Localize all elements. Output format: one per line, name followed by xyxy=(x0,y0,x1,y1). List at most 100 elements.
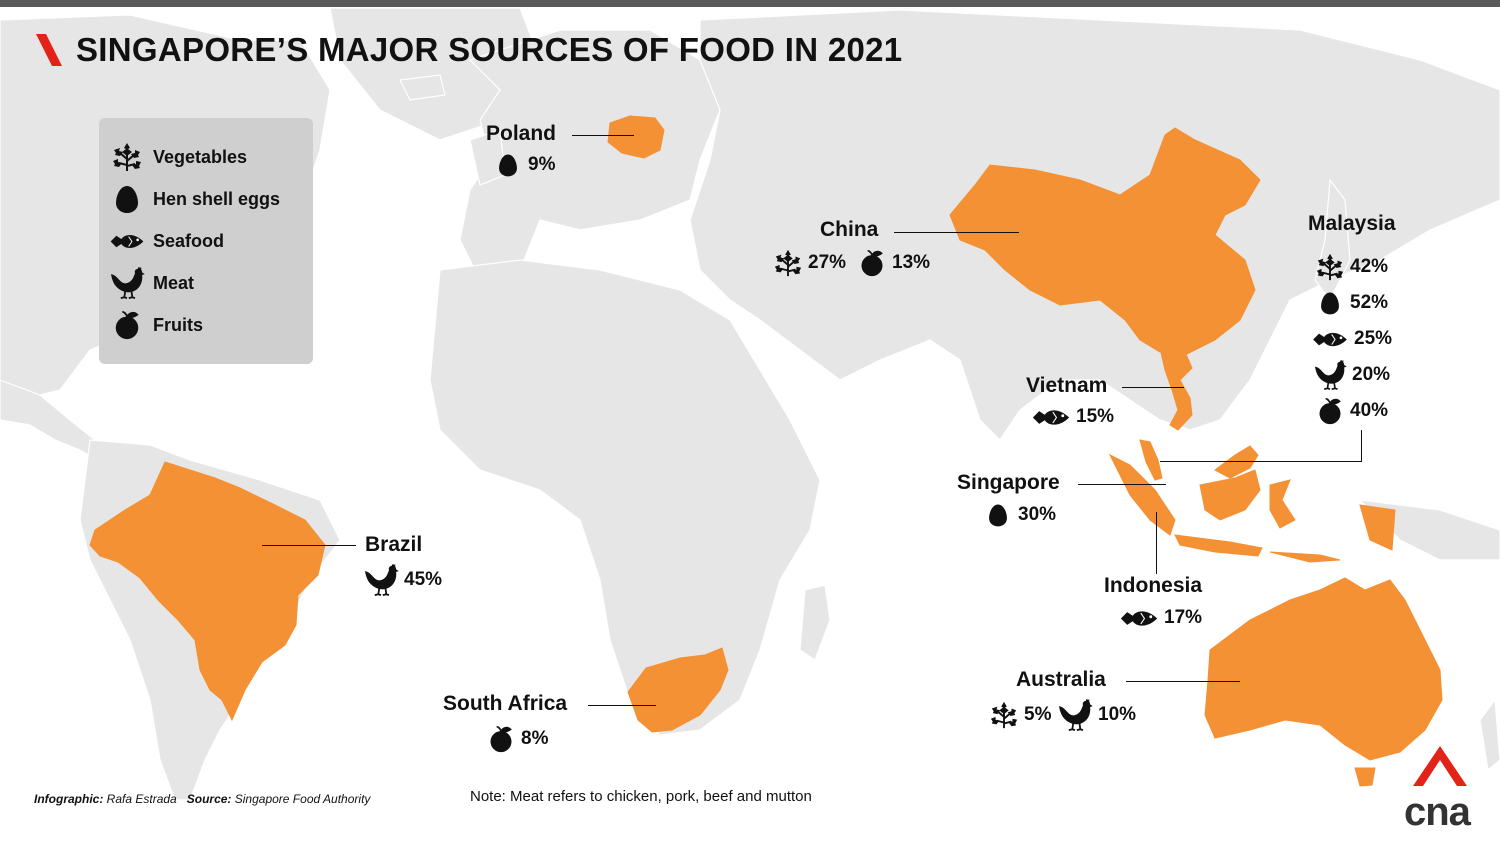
stat-value: 5% xyxy=(1024,704,1052,725)
vietnam-shape xyxy=(1159,347,1193,431)
cna-slash-icon xyxy=(36,34,62,66)
stat-malaysia-fruits: 40% xyxy=(1314,396,1388,426)
indonesia-papua-shape xyxy=(1359,504,1396,551)
label-brazil: Brazil xyxy=(365,533,423,556)
poland-shape xyxy=(607,115,665,159)
vegetables-icon xyxy=(1314,252,1346,282)
fruit-icon xyxy=(485,724,517,754)
china-shape xyxy=(949,127,1261,356)
stat-value: 13% xyxy=(892,252,931,273)
legend-item-vegetables: Vegetables xyxy=(109,140,247,174)
stat-south-africa-fruits: 8% xyxy=(485,724,548,754)
australia-shape xyxy=(1204,577,1443,761)
stat-value: 10% xyxy=(1098,704,1137,725)
stat-value: 40% xyxy=(1350,400,1389,421)
label-malaysia: Malaysia xyxy=(1308,212,1396,235)
label-vietnam: Vietnam xyxy=(1026,374,1108,397)
fruit-icon xyxy=(109,308,145,342)
label-south-africa: South Africa xyxy=(443,692,568,715)
stat-singapore-eggs: 30% xyxy=(982,500,1056,530)
chicken-icon xyxy=(1312,360,1348,390)
fish-icon xyxy=(1030,402,1072,432)
highlighted-countries xyxy=(89,115,1443,787)
egg-icon xyxy=(109,182,145,216)
vegetables-icon xyxy=(988,700,1020,730)
fish-icon xyxy=(1310,324,1350,354)
stat-value: 25% xyxy=(1354,328,1393,349)
indonesia-java-shape xyxy=(1174,534,1263,557)
legend-label: Hen shell eggs xyxy=(153,188,281,209)
leader-line-poland xyxy=(572,135,634,136)
chicken-icon xyxy=(1056,700,1094,730)
leader-line-south-africa xyxy=(588,705,656,706)
stat-value: 17% xyxy=(1164,607,1203,628)
fish-icon xyxy=(1118,603,1160,633)
label-poland: Poland xyxy=(486,122,557,145)
egg-icon xyxy=(982,500,1014,530)
brazil-shape xyxy=(89,461,326,722)
fish-icon xyxy=(109,224,145,258)
leader-line-malaysia xyxy=(1160,461,1362,462)
stat-malaysia-meat: 20% xyxy=(1312,360,1390,390)
chicken-icon xyxy=(362,565,400,595)
stat-poland-eggs: 9% xyxy=(492,150,555,180)
legend-label: Fruits xyxy=(153,314,204,335)
stat-value: 42% xyxy=(1350,256,1389,277)
legend-item-seafood: Seafood xyxy=(109,224,224,258)
page-title: SINGAPORE’S MAJOR SOURCES OF FOOD IN 202… xyxy=(76,31,903,68)
egg-icon xyxy=(492,150,524,180)
stat-value: 9% xyxy=(528,154,556,175)
leader-line-singapore xyxy=(1078,484,1166,485)
stat-indonesia-seafood: 17% xyxy=(1118,603,1202,633)
label-china: China xyxy=(820,218,879,241)
stat-australia-meat: 10% xyxy=(1056,700,1136,730)
south-africa-shape xyxy=(627,647,729,733)
title-block: SINGAPORE’S MAJOR SOURCES OF FOOD IN 202… xyxy=(36,30,902,70)
footnote: Note: Meat refers to chicken, pork, beef… xyxy=(470,788,812,805)
stat-value: 15% xyxy=(1076,406,1115,427)
legend-item-meat: Meat xyxy=(109,266,194,300)
tasmania-shape xyxy=(1354,767,1376,787)
legend-label: Seafood xyxy=(153,230,225,251)
leader-line-vietnam xyxy=(1122,387,1184,388)
label-singapore: Singapore xyxy=(957,471,1060,494)
legend-item-fruits: Fruits xyxy=(109,308,203,342)
stat-malaysia-vegetables: 42% xyxy=(1314,252,1388,282)
source-value: Singapore Food Authority xyxy=(234,792,371,806)
leader-line-australia xyxy=(1126,681,1240,682)
indonesia-borneo-shape xyxy=(1199,469,1261,521)
stat-value: 52% xyxy=(1350,292,1389,313)
stat-australia-vegetables: 5% xyxy=(988,700,1051,730)
stat-malaysia-seafood: 25% xyxy=(1310,324,1392,354)
stat-value: 27% xyxy=(808,252,847,273)
stat-value: 8% xyxy=(521,728,549,749)
indonesia-sulawesi-shape xyxy=(1269,479,1296,529)
stat-china-fruits: 13% xyxy=(856,248,930,278)
cna-logo-text: cna xyxy=(1404,790,1471,834)
label-indonesia: Indonesia xyxy=(1104,574,1203,597)
cna-logo-icon xyxy=(1413,746,1467,786)
chicken-icon xyxy=(109,266,145,300)
vegetables-icon xyxy=(109,140,145,174)
malaysia-shape xyxy=(1139,439,1163,481)
leader-line-indonesia xyxy=(1156,512,1157,574)
egg-icon xyxy=(1314,288,1346,318)
stat-value: 30% xyxy=(1018,504,1057,525)
credit-label: Infographic: xyxy=(34,792,104,806)
source-label: Source: xyxy=(186,792,232,806)
vegetables-icon xyxy=(772,248,804,278)
malaysia-borneo-shape xyxy=(1214,445,1259,479)
legend-label: Meat xyxy=(153,272,195,293)
credit-value: Rafa Estrada xyxy=(106,792,177,806)
stat-brazil-meat: 45% xyxy=(362,565,442,595)
stat-value: 45% xyxy=(404,569,443,590)
label-australia: Australia xyxy=(1016,668,1106,691)
legend-label: Vegetables xyxy=(153,146,248,167)
stat-malaysia-eggs: 52% xyxy=(1314,288,1388,318)
legend: Vegetables Hen shell eggs Seafood Meat F… xyxy=(99,118,313,364)
leader-line-china xyxy=(894,232,1019,233)
top-bar xyxy=(0,0,1500,7)
indonesia-islands-shape xyxy=(1269,551,1341,563)
stat-china-vegetables: 27% xyxy=(772,248,846,278)
